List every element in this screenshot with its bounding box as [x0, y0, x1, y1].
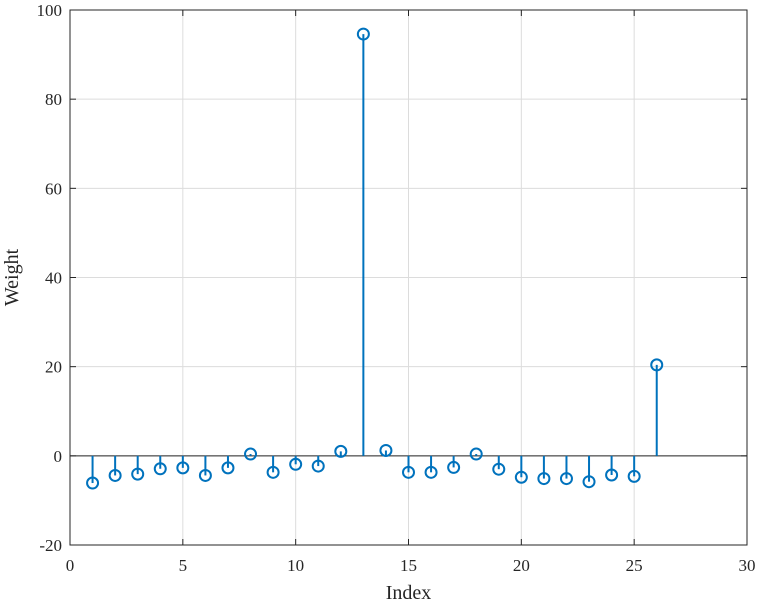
y-tick-label: 100: [37, 1, 63, 20]
stem-marker: [402, 465, 415, 479]
stem-marker: [650, 358, 664, 372]
stem-marker: [627, 469, 641, 483]
y-tick-label: -20: [39, 536, 62, 555]
x-tick-label: 5: [179, 556, 188, 575]
stem-marker: [356, 27, 370, 41]
stem-marker: [266, 465, 280, 479]
stem-marker: [537, 472, 551, 486]
stems: [86, 27, 664, 490]
stem-marker: [221, 461, 235, 475]
y-tick-labels: -20 0 20 40 60 80 100: [37, 1, 63, 555]
stem-marker: [131, 467, 145, 481]
stem-marker: [334, 444, 348, 458]
stem-marker: [244, 447, 258, 461]
y-axis-label: Weight: [1, 248, 23, 306]
stem-marker: [289, 457, 303, 471]
stem-marker: [469, 447, 483, 461]
x-tick-label: 20: [513, 556, 530, 575]
x-tick-label: 15: [400, 556, 417, 575]
y-tick-label: 80: [45, 90, 62, 109]
x-tick-label: 0: [66, 556, 75, 575]
stem-marker: [311, 459, 325, 473]
stem-marker: [86, 476, 100, 490]
stem-marker: [582, 475, 596, 489]
stem-marker: [447, 460, 461, 474]
y-tick-label: 40: [45, 269, 62, 288]
stem-marker: [559, 472, 573, 486]
x-tick-labels: 0 5 10 15 20 25 30: [66, 556, 756, 575]
stem-marker: [108, 468, 122, 482]
x-tick-label: 10: [287, 556, 304, 575]
stem-marker: [198, 468, 212, 482]
x-axis-label: Index: [386, 582, 432, 603]
axis-ticks: [69, 9, 748, 546]
stem-marker: [605, 468, 619, 482]
x-tick-label: 30: [739, 556, 756, 575]
x-tick-label: 25: [626, 556, 643, 575]
stem-marker: [514, 470, 528, 484]
stem-marker: [153, 462, 167, 476]
stem-marker: [492, 462, 506, 476]
y-tick-label: 0: [54, 447, 63, 466]
stem-marker: [379, 443, 393, 457]
y-tick-label: 20: [45, 358, 62, 377]
stem-marker: [424, 465, 438, 479]
stem-marker: [176, 461, 190, 475]
y-tick-label: 60: [45, 179, 62, 198]
